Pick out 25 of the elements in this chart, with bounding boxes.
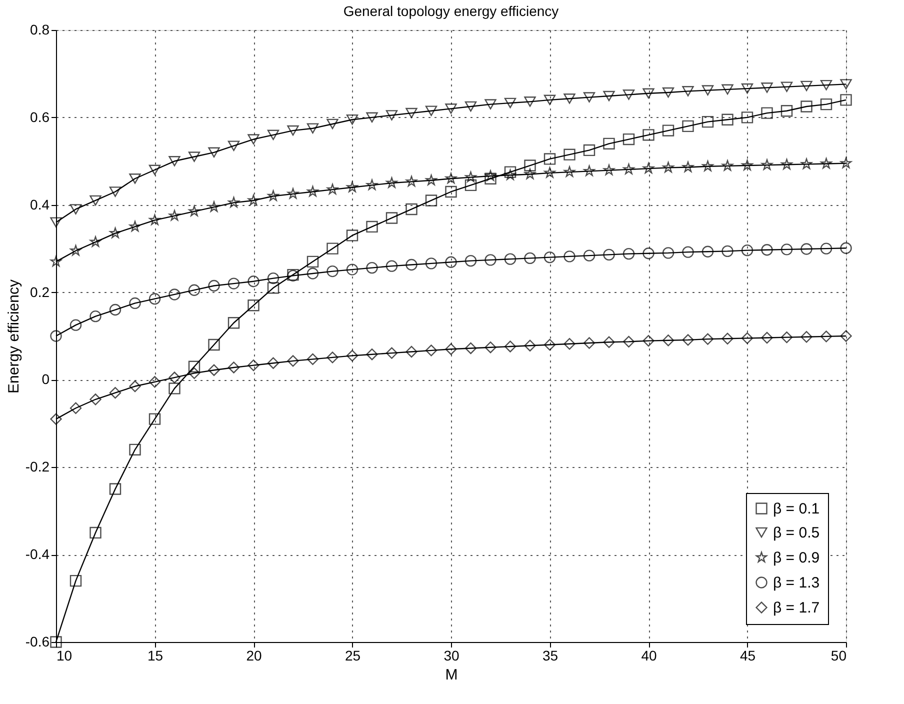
legend-label: β = 0.1 [773,500,820,518]
legend-label: β = 1.3 [773,574,820,592]
legend-label: β = 0.5 [773,524,820,542]
y-tick-label: -0.4 [25,546,50,562]
x-tick-label: 40 [641,648,657,664]
legend-label: β = 0.9 [773,550,820,566]
x-tick-label: 10 [56,648,72,664]
y-tick-label: 0.2 [30,284,50,300]
y-tick-label: 0.4 [30,196,50,212]
y-tick-label: 0.6 [30,108,50,125]
x-tick-label: 30 [444,648,460,664]
x-tick-label: 50 [830,648,847,664]
x-tick-label: 20 [246,648,262,664]
legend-label: β = 1.7 [773,600,820,616]
x-tick-label: 45 [740,648,756,664]
x-tick-label: 25 [344,648,361,664]
y-tick-label: -0.6 [25,634,50,650]
x-tick-label: 35 [542,648,558,664]
chart-title: General topology energy efficiency [343,3,559,19]
x-axis-title: M [445,666,458,684]
x-tick-label: 15 [147,648,164,664]
y-tick-label: -0.2 [25,458,50,475]
y-tick-label: 0 [42,371,50,388]
y-tick-label: 0.8 [30,22,50,38]
y-axis-title: Energy efficiency [5,279,22,394]
